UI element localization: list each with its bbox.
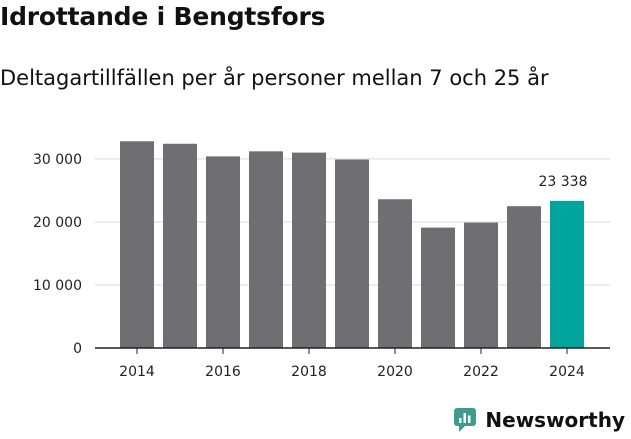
brand-name: Newsworthy [485,408,625,432]
bar-2024 [550,200,584,348]
bar-2020 [378,199,412,348]
bar-2016 [206,156,240,348]
bar-2015 [163,143,197,348]
bar-2021 [421,227,455,348]
chart-subtitle: Deltagartillfällen per år personer mella… [0,66,549,90]
bar-2023 [507,206,541,348]
x-tick-label: 2016 [205,364,241,380]
bar-2014 [120,141,154,348]
bar-2022 [464,222,498,348]
bar-chart: 0 10 000 20 000 30 000 2014 2016 2018 2020 2022… [33,141,610,380]
x-tick-label: 2020 [377,364,413,380]
newsworthy-brand[interactable]: Newsworthy [453,407,625,433]
x-tick-label: 2022 [463,364,499,380]
x-tick-label: 2014 [119,364,155,380]
data-label: 23 338 [539,174,588,190]
y-tick-label: 30 000 [33,152,82,168]
x-tick-label: 2024 [549,364,585,380]
x-axis-ticks: 2014 2016 2018 2020 2022 2024 [119,348,585,380]
x-tick-label: 2018 [291,364,327,380]
chart-title: Idrottande i Bengtsfors [0,2,326,31]
bar-2017 [249,151,283,348]
y-tick-label: 0 [73,341,82,357]
y-axis-ticks: 0 10 000 20 000 30 000 [33,152,82,357]
bar-2019 [335,159,369,348]
bar-2018 [292,152,326,348]
y-tick-label: 10 000 [33,278,82,294]
bars [120,141,584,348]
y-tick-label: 20 000 [33,215,82,231]
newsworthy-logo-icon [454,408,477,432]
